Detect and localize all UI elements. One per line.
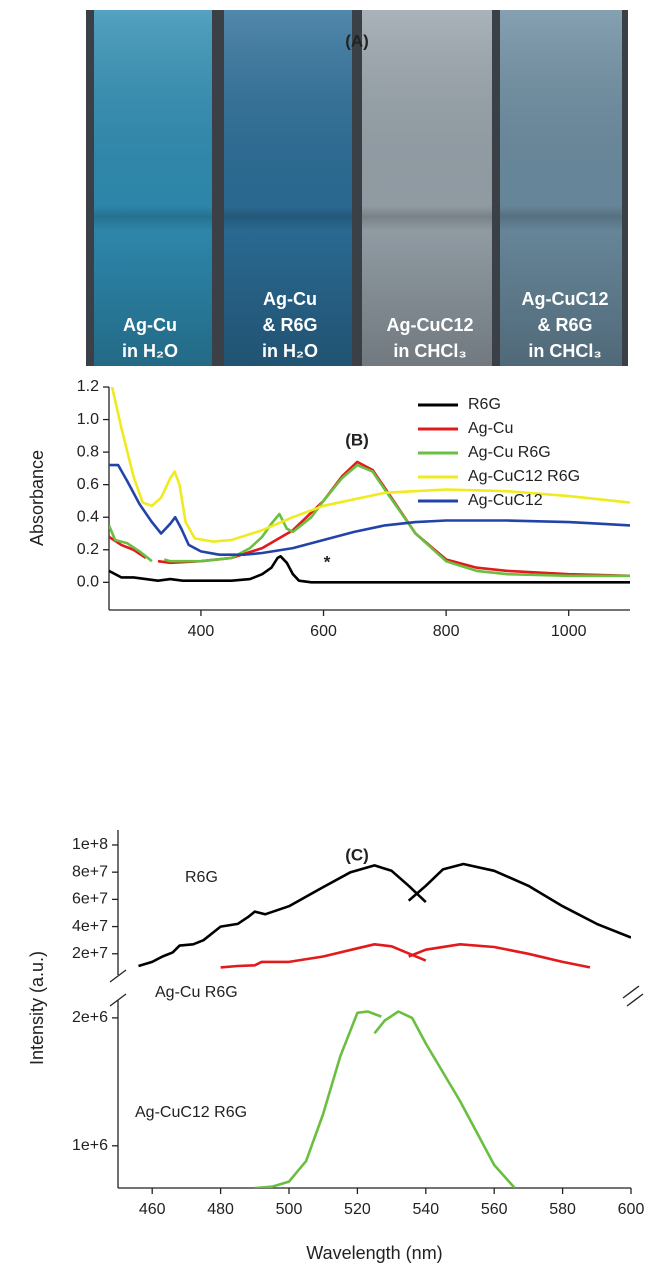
cuvette-label: Ag-CuC12 bbox=[521, 289, 608, 309]
legend-label: R6G bbox=[468, 396, 501, 413]
y-tick-label: 1e+8 bbox=[72, 836, 108, 853]
y-tick-label: 1.0 bbox=[77, 411, 99, 428]
plot-area bbox=[254, 1010, 516, 1188]
series-line bbox=[138, 862, 631, 968]
cuvette-label: in H₂O bbox=[122, 341, 178, 361]
axis-break bbox=[109, 969, 644, 1007]
x-axis-label: Wavelength (nm) bbox=[306, 1243, 442, 1263]
x-tick-label: 480 bbox=[207, 1201, 234, 1218]
y-tick-label: 1.2 bbox=[77, 378, 99, 395]
cuvette-label: Ag-Cu bbox=[123, 315, 177, 335]
legend-label: Ag-CuC12 bbox=[468, 492, 543, 509]
x-tick-label: 520 bbox=[344, 1201, 371, 1218]
cuvette-label: Ag-Cu bbox=[263, 289, 317, 309]
series-label: Ag-Cu R6G bbox=[155, 984, 238, 1001]
series-line bbox=[220, 943, 591, 969]
y-axis-label: Absorbance bbox=[27, 450, 47, 546]
cuvette-label: in H₂O bbox=[262, 341, 318, 361]
series-line bbox=[110, 387, 630, 543]
plot-area bbox=[138, 862, 631, 969]
x-tick-label: 1000 bbox=[551, 623, 587, 640]
panel-label: (A) bbox=[345, 31, 369, 50]
annotation: (C) bbox=[345, 845, 369, 864]
y-tick-label: 0.0 bbox=[77, 574, 99, 591]
cuvette-label: Ag-CuC12 bbox=[386, 315, 473, 335]
y-tick-label: 2e+7 bbox=[72, 945, 108, 962]
cuvette-shade bbox=[224, 10, 352, 366]
legend-label: Ag-Cu bbox=[468, 420, 513, 437]
y-tick-label: 0.4 bbox=[77, 508, 99, 525]
cuvette-label: in CHCl₃ bbox=[393, 341, 466, 361]
x-tick-label: 500 bbox=[276, 1201, 303, 1218]
x-tick-label: 580 bbox=[549, 1201, 576, 1218]
y-tick-label: 4e+7 bbox=[72, 918, 108, 935]
series-label: Ag-CuC12 R6G bbox=[135, 1104, 247, 1121]
x-tick-label: 600 bbox=[618, 1201, 645, 1218]
cuvette-shade bbox=[362, 10, 492, 366]
photo: Ag-Cu in H₂O Ag-Cu & R6G in H₂O Ag-CuC12 in CH… bbox=[94, 10, 622, 366]
series-line bbox=[254, 1010, 516, 1188]
series-label: R6G bbox=[185, 869, 218, 886]
cuvette-shade bbox=[500, 10, 622, 366]
y-tick-label: 1e+6 bbox=[72, 1137, 108, 1154]
x-tick-label: 400 bbox=[188, 623, 215, 640]
y-tick-label: 0.6 bbox=[77, 476, 99, 493]
legend-label: Ag-Cu R6G bbox=[468, 444, 551, 461]
annotation: (B) bbox=[345, 430, 369, 449]
cuvette-label: & R6G bbox=[537, 315, 592, 335]
annotation: * bbox=[324, 552, 331, 571]
x-tick-label: 460 bbox=[139, 1201, 166, 1218]
y-tick-label: 0.8 bbox=[77, 443, 99, 460]
y-tick-label: 6e+7 bbox=[72, 891, 108, 908]
x-tick-label: 600 bbox=[310, 623, 337, 640]
cuvette-label: & R6G bbox=[262, 315, 317, 335]
legend-label: Ag-CuC12 R6G bbox=[468, 468, 580, 485]
y-tick-label: 8e+7 bbox=[72, 863, 108, 880]
plot-area bbox=[109, 387, 630, 584]
series-line bbox=[109, 555, 630, 584]
y-axis-label: Intensity (a.u.) bbox=[27, 951, 47, 1065]
x-tick-label: 560 bbox=[481, 1201, 508, 1218]
charts: 0.0 0.2 0.4 0.6 0.8 1.0 1.2 400 600 800 1000 R6G Ag-… bbox=[27, 378, 645, 1263]
y-tick-label: 2e+6 bbox=[72, 1009, 108, 1026]
cuvette-label: in CHCl₃ bbox=[528, 341, 601, 361]
series-line bbox=[109, 463, 630, 556]
cuvette-shade bbox=[94, 10, 212, 366]
x-tick-label: 800 bbox=[433, 623, 460, 640]
y-tick-label: 0.2 bbox=[77, 541, 99, 558]
x-tick-label: 540 bbox=[412, 1201, 439, 1218]
